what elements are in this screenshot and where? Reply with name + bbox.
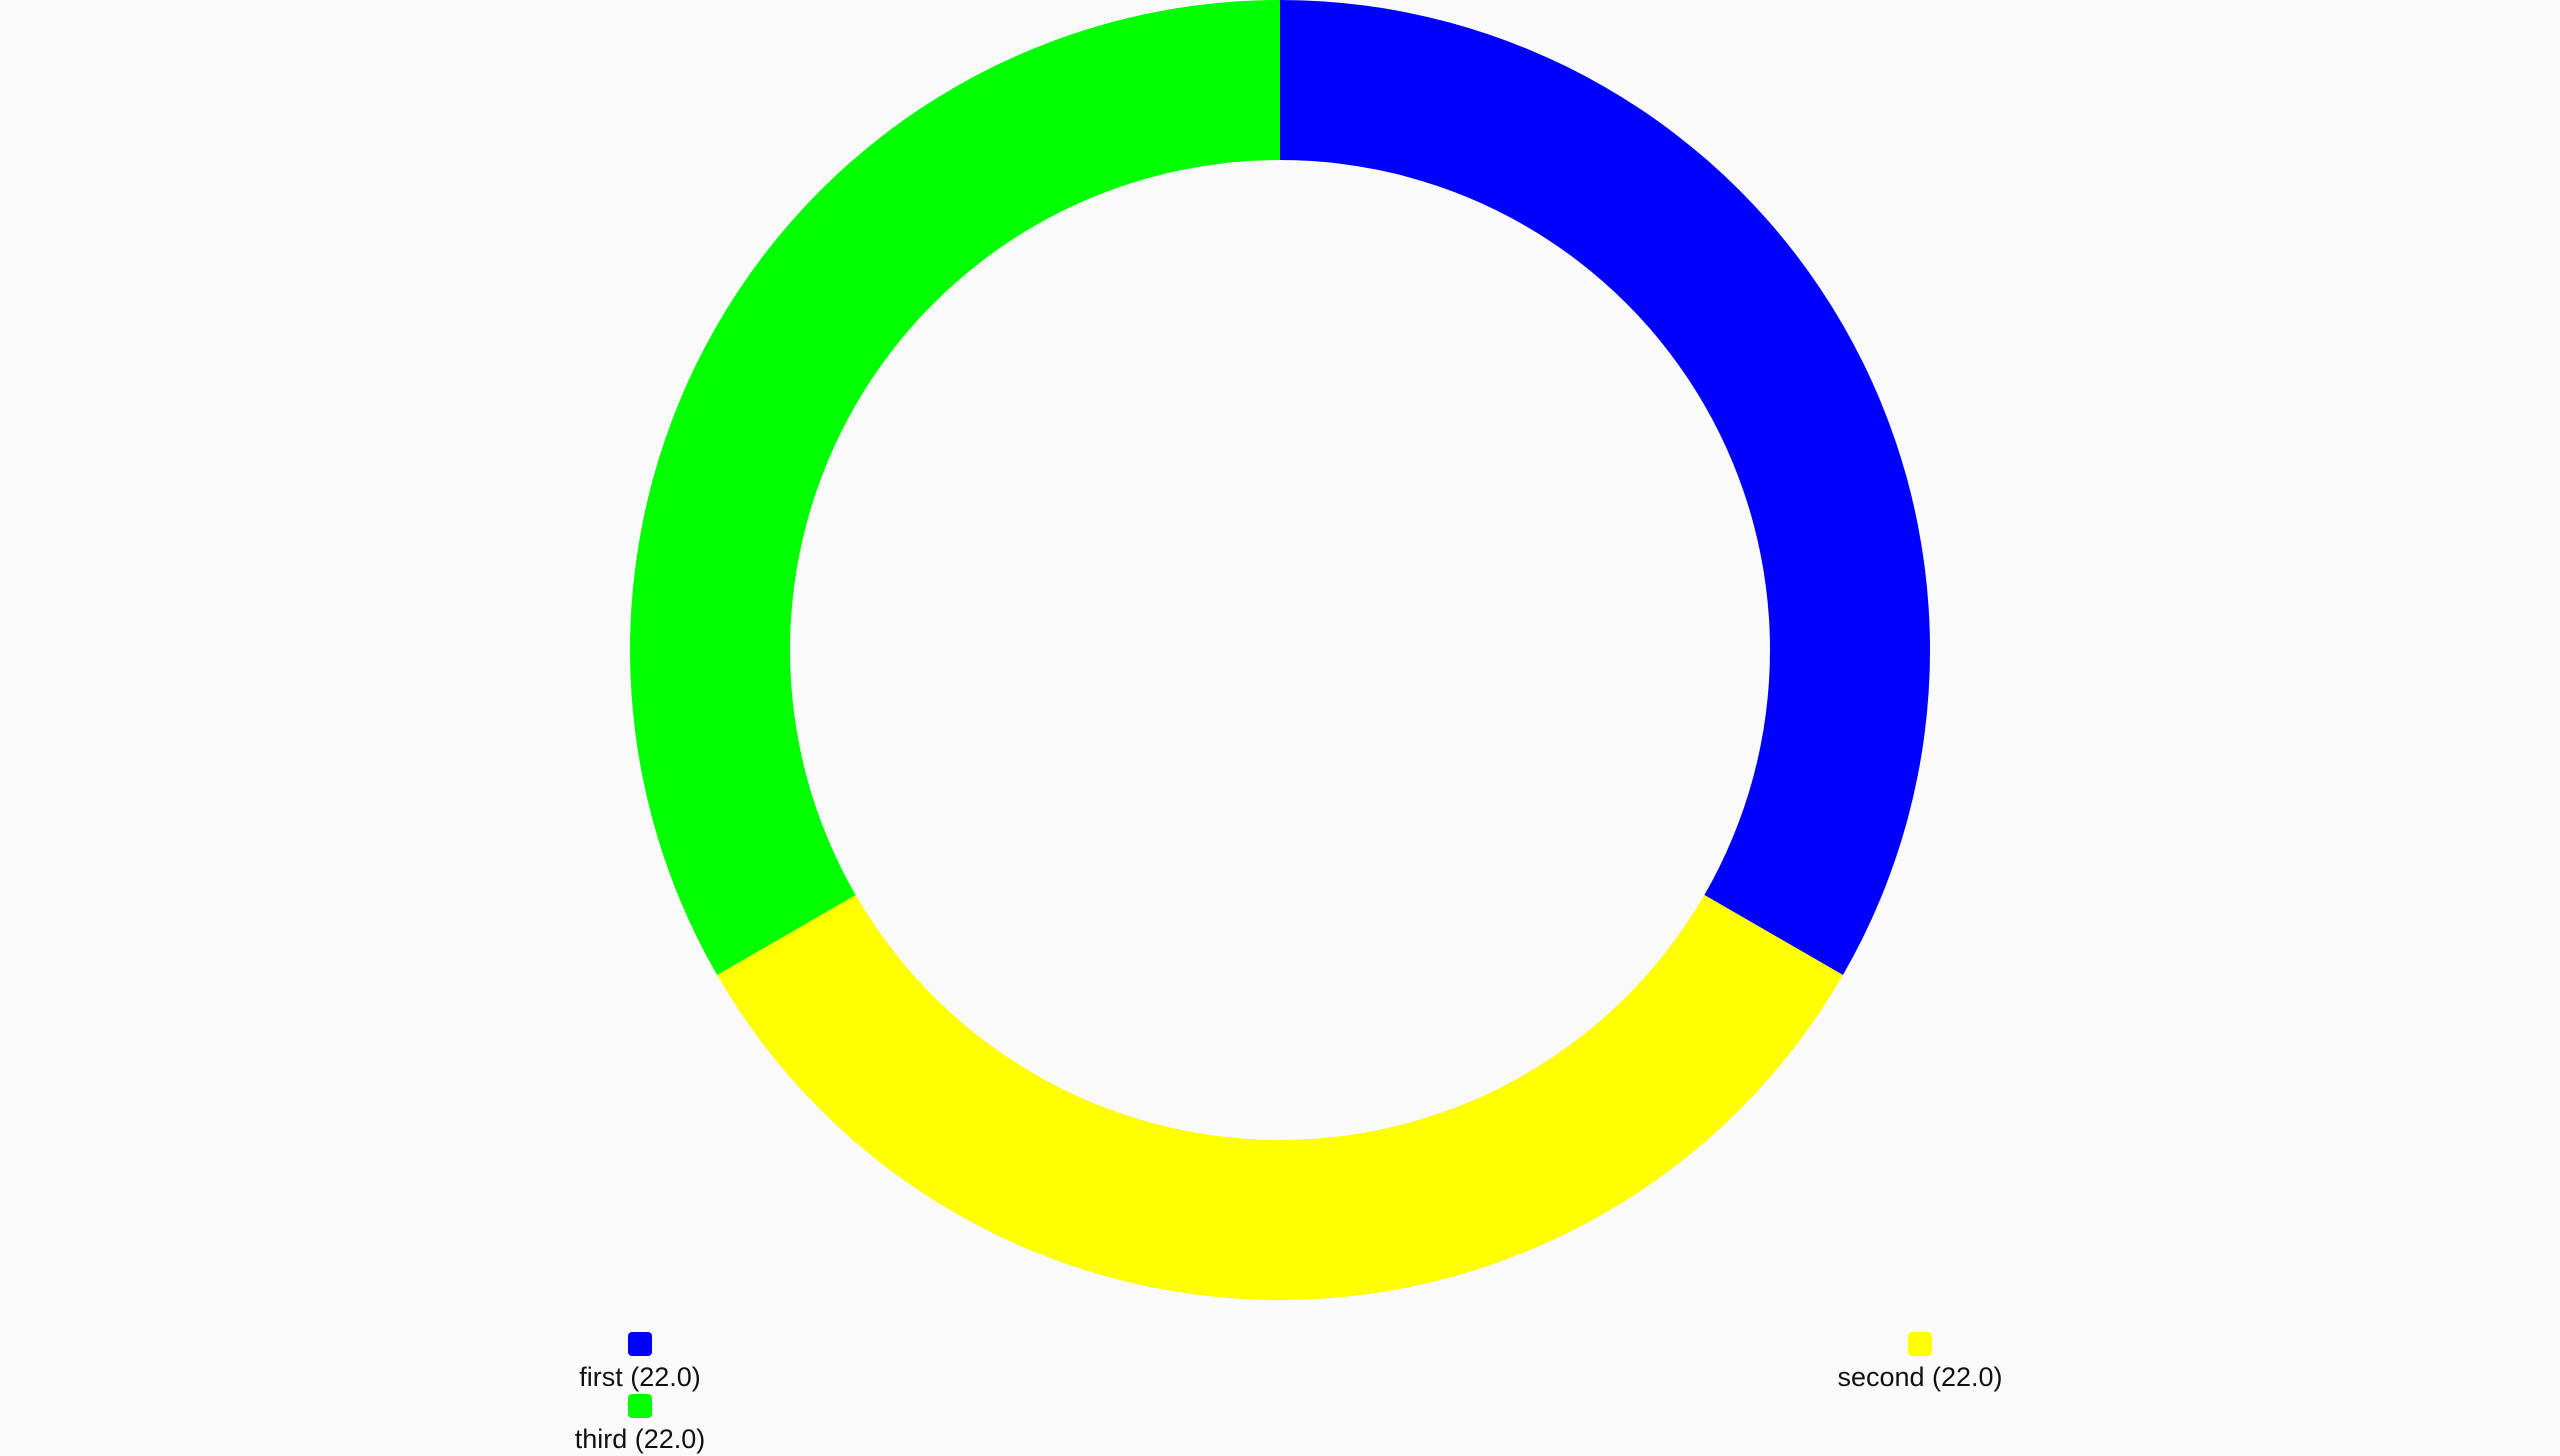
legend-item-third[interactable]: third (22.0)	[575, 1394, 706, 1454]
legend-item-second[interactable]: second (22.0)	[1837, 1332, 2003, 1392]
donut-slices	[630, 0, 1930, 1300]
legend-label-second: second (22.0)	[1837, 1362, 2002, 1392]
slice-third[interactable]	[630, 0, 1280, 975]
legend-swatch-second	[1908, 1332, 1932, 1356]
legend-swatch-third	[628, 1394, 652, 1418]
legend-label-first: first (22.0)	[579, 1362, 701, 1392]
legend-swatch-first	[628, 1332, 652, 1356]
legend-label-third: third (22.0)	[575, 1424, 706, 1454]
slice-first[interactable]	[1280, 0, 1930, 975]
legend: first (22.0) third (22.0) second (22.0)	[575, 1332, 2003, 1454]
legend-item-first[interactable]: first (22.0)	[579, 1332, 701, 1392]
slice-second[interactable]	[717, 895, 1843, 1300]
